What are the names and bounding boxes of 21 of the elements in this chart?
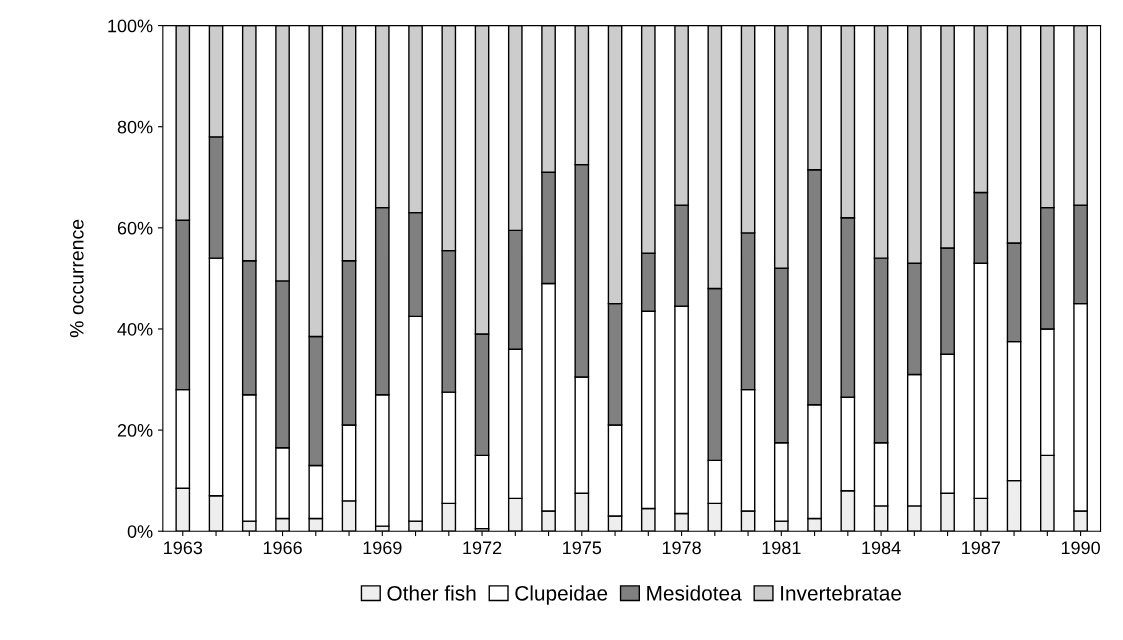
x-tick-label: 1987 xyxy=(962,541,1001,555)
x-tick-label: 1966 xyxy=(263,541,302,555)
y-tick-label: 60% xyxy=(117,221,153,235)
y-tick-label: 80% xyxy=(117,120,153,134)
x-tick-label: 1981 xyxy=(762,541,801,555)
x-tick-label: 1975 xyxy=(563,541,602,555)
x-tick-label: 1969 xyxy=(363,541,402,555)
x-tick-label: 1984 xyxy=(862,541,901,555)
y-tick-label: 20% xyxy=(117,424,153,437)
x-tick-label: 1990 xyxy=(1061,541,1100,555)
x-tick-label: 1963 xyxy=(164,541,203,555)
y-tick-label: 100% xyxy=(108,19,153,33)
legend-label: Invertebratae xyxy=(781,585,902,601)
legend-label: Clupeidae xyxy=(515,585,608,605)
y-tick-label: 40% xyxy=(117,322,153,336)
x-tick-label: 1978 xyxy=(662,541,701,555)
legend-label: Other fish xyxy=(387,585,476,601)
x-tick-label: 1972 xyxy=(463,541,502,555)
y-tick-label: 0% xyxy=(127,525,153,538)
legend-label: Mesidotea xyxy=(647,585,742,601)
y-axis-title: % occurrence xyxy=(69,219,84,338)
